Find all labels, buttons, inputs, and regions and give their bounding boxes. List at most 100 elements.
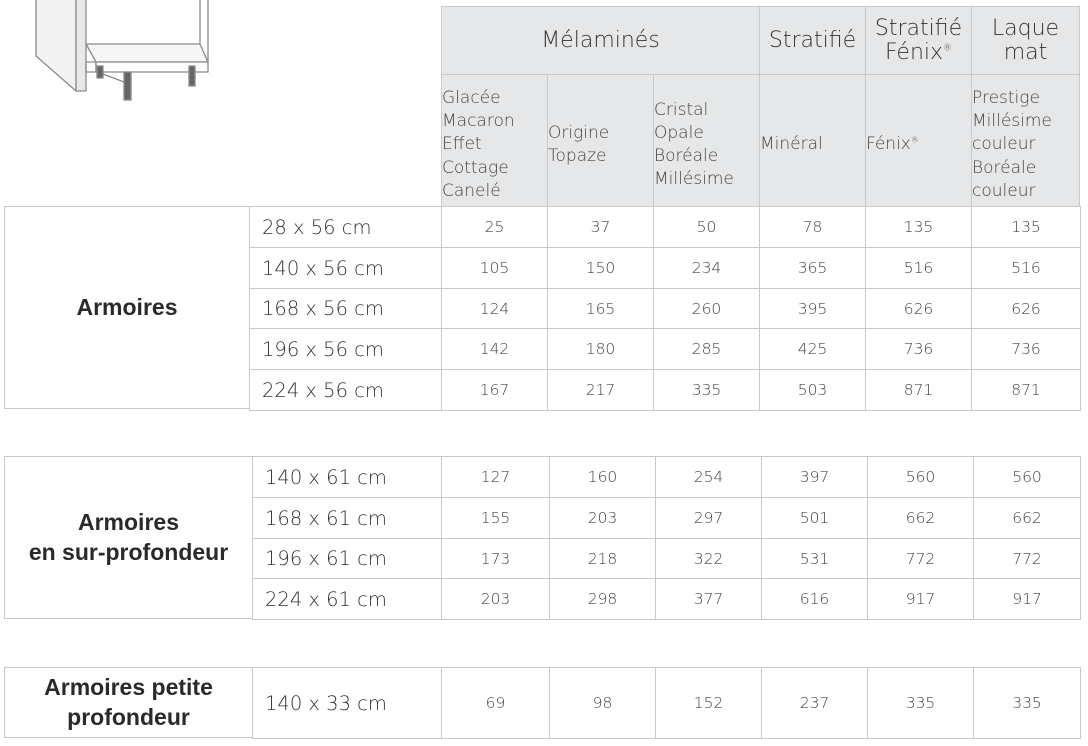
price-cell: 736 [971,328,1081,370]
price-cell: 531 [761,538,868,579]
price-cell: 203 [549,497,656,539]
price-cell: 203 [441,578,550,620]
header-group-line-text: Fénix [884,39,944,65]
registered-mark: ® [943,43,953,54]
header-group-stratifie-fenix: Stratifié Fénix® [865,6,972,75]
section-label-text: Armoires [78,508,179,535]
col-finish-name: Prestige [972,88,1040,109]
price-cell: 772 [867,538,974,579]
col-finish-name: Topaze [548,146,607,166]
header-group-line: Fénix® [884,39,953,65]
section-label-sur-profondeur: Armoires en sur-profondeur [4,456,253,619]
price-cell: 155 [441,497,550,539]
price-cell: 127 [441,456,550,498]
header-group-stratifie: Stratifié [759,6,866,75]
size-cell: 140 x 61 cm [252,456,442,498]
col-finish-name: Boréale [972,157,1037,178]
price-cell: 503 [759,369,866,411]
header-group-laque-mat: Laque mat [971,6,1080,75]
price-cell: 736 [865,328,972,370]
price-cell: 298 [549,578,656,620]
col-finish-name: Canelé [442,180,501,201]
price-cell: 254 [655,456,762,498]
price-cell: 173 [441,538,550,579]
price-cell: 285 [653,328,760,370]
header-group-melamines: Mélaminés [441,6,760,75]
price-cell: 616 [761,578,868,620]
col-finish-name: Fénix® [866,133,919,156]
price-cell: 37 [547,206,654,248]
price-cell: 397 [761,456,868,498]
size-cell: 168 x 56 cm [249,288,442,329]
price-cell: 662 [867,497,974,539]
header-col-2: Origine Topaze [547,74,654,207]
price-cell: 626 [865,288,972,329]
col-finish-name: Millésime [972,111,1052,132]
price-cell: 322 [655,538,762,579]
col-finish-name: couleur [972,134,1036,155]
cabinet-drawing-icon [35,0,209,101]
price-cell: 516 [971,247,1081,289]
size-cell: 140 x 56 cm [249,247,442,289]
registered-mark: ® [910,135,919,145]
header-col-3: Cristal Opale Boréale Millésime [653,74,760,207]
price-cell: 160 [549,456,656,498]
price-cell: 135 [971,206,1081,248]
price-cell: 218 [549,538,656,579]
price-cell: 167 [441,369,548,411]
col-finish-name: Effet [442,134,482,155]
price-cell: 871 [865,369,972,411]
col-finish-name: Cottage [442,157,509,178]
section-label-armoires: Armoires [4,206,250,409]
price-cell: 78 [759,206,866,248]
price-cell: 142 [441,328,548,370]
col-finish-name: Glacée [442,88,501,109]
price-cell: 135 [865,206,972,248]
price-cell: 260 [653,288,760,329]
col-finish-name: Cristal [654,99,709,120]
price-cell: 917 [973,578,1081,620]
size-cell: 140 x 33 cm [252,667,442,739]
section-label-text: profondeur [67,703,190,730]
col-finish-name: Origine [548,122,610,143]
price-cell: 234 [653,247,760,289]
col-finish-name: couleur [972,180,1036,201]
price-cell: 377 [655,578,762,620]
price-cell: 297 [655,497,762,539]
col-finish-text: Fénix [866,134,911,155]
header-group-line: Laque [991,16,1060,42]
price-cell: 237 [761,667,868,739]
section-label-petite-profondeur: Armoires petite profondeur [4,667,253,738]
price-cell: 335 [973,667,1081,739]
price-cell: 50 [653,206,760,248]
section-label-text: Armoires [76,293,178,320]
col-finish-name: Macaron [442,111,515,132]
price-cell: 626 [971,288,1081,329]
header-group-line: mat [1003,39,1048,65]
price-cell: 217 [547,369,654,411]
section-label-text: Armoires petite [44,673,213,700]
price-cell: 425 [759,328,866,370]
section-label-text: en sur-profondeur [28,538,229,565]
size-cell: 224 x 61 cm [252,578,442,620]
price-cell: 516 [865,247,972,289]
price-cell: 98 [549,667,656,739]
col-finish-name: Millésime [654,169,734,190]
price-cell: 25 [441,206,548,248]
price-cell: 365 [759,247,866,289]
price-cell: 871 [971,369,1081,411]
price-cell: 69 [441,667,550,739]
size-cell: 196 x 61 cm [252,538,442,579]
price-cell: 662 [973,497,1081,539]
price-cell: 917 [867,578,974,620]
size-cell: 28 x 56 cm [249,206,442,248]
price-cell: 124 [441,288,548,329]
size-cell: 196 x 56 cm [249,328,442,370]
header-col-4: Minéral [759,74,866,207]
price-cell: 150 [547,247,654,289]
header-col-5: Fénix® [865,74,972,207]
price-cell: 395 [759,288,866,329]
price-cell: 152 [655,667,762,739]
col-finish-name: Boréale [654,146,719,166]
price-cell: 335 [653,369,760,411]
